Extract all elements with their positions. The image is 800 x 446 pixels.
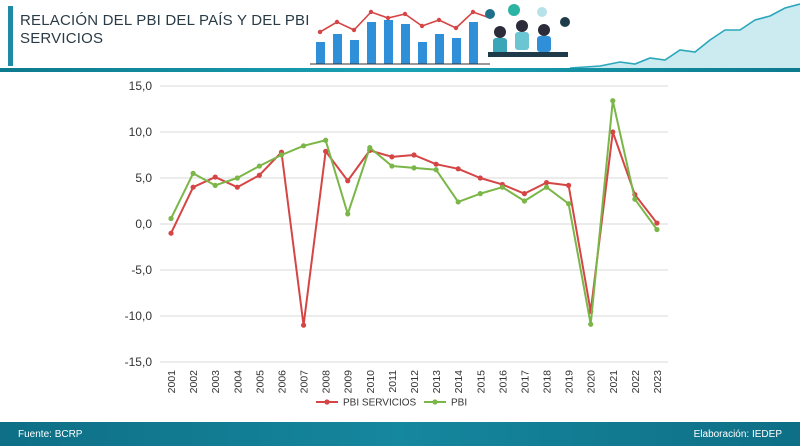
x-tick-label: 2009 <box>343 370 355 394</box>
series-line-0 <box>170 131 658 327</box>
y-tick-label: -5,0 <box>131 263 152 277</box>
data-point <box>455 166 461 172</box>
data-point <box>168 215 174 222</box>
data-point <box>323 148 329 154</box>
footer-credit: Elaboración: IEDEP <box>693 429 782 440</box>
data-point <box>234 184 240 190</box>
x-tick-label: 2011 <box>387 370 399 393</box>
y-tick-label: 10,0 <box>129 125 153 139</box>
data-point <box>323 137 329 143</box>
data-point <box>477 191 483 197</box>
data-point <box>278 152 285 158</box>
x-tick-label: 2023 <box>652 370 664 394</box>
data-point <box>543 184 550 190</box>
data-point <box>543 180 550 186</box>
data-point <box>455 199 461 205</box>
data-point <box>411 165 417 171</box>
data-point <box>521 198 528 204</box>
chart-axes: 15,0 10,0 5,0 0,0 -5,0 -10,0 -15,0 2001 2002 2003… <box>125 79 664 393</box>
header-people-illustration <box>485 4 570 57</box>
data-point <box>190 184 196 190</box>
x-tick-label: 2012 <box>409 370 421 394</box>
x-tick-label: 2018 <box>542 370 554 394</box>
data-point <box>610 98 616 104</box>
x-tick-label: 2008 <box>321 370 333 394</box>
y-tick-label: 5,0 <box>135 171 152 185</box>
data-point <box>389 154 395 160</box>
data-point <box>212 182 218 188</box>
x-tick-label: 2004 <box>232 370 244 394</box>
data-point <box>300 143 307 149</box>
header-illustration <box>310 3 800 70</box>
chart-legend: PBI SERVICIOS PBI <box>316 398 467 409</box>
x-tick-label: 2007 <box>299 370 311 394</box>
data-point <box>654 220 660 226</box>
header: RELACIÓN DEL PBI DEL PAÍS Y DEL PBI SERV… <box>0 0 800 72</box>
data-point <box>632 196 638 202</box>
data-point <box>411 152 417 158</box>
x-tick-label: 2003 <box>210 370 222 394</box>
page-title: RELACIÓN DEL PBI DEL PAÍS Y DEL PBI SERV… <box>20 12 310 47</box>
y-tick-label: -15,0 <box>125 355 153 369</box>
series-line-1 <box>170 99 658 326</box>
x-tick-label: 2016 <box>497 370 509 394</box>
header-growth-area <box>569 3 800 70</box>
x-tick-label: 2017 <box>519 370 531 394</box>
data-point <box>212 174 218 180</box>
x-tick-label: 2013 <box>431 370 443 394</box>
chart-series <box>168 98 660 328</box>
header-rule <box>0 68 800 72</box>
data-point <box>300 322 307 328</box>
data-point <box>610 129 616 135</box>
legend-label: PBI SERVICIOS <box>343 398 417 409</box>
data-point <box>654 226 660 233</box>
data-point <box>234 175 240 181</box>
line-chart: 15,0 10,0 5,0 0,0 -5,0 -10,0 -15,0 2001 2002 2003… <box>125 79 668 409</box>
x-tick-label: 2015 <box>475 370 487 394</box>
y-tick-label: -10,0 <box>125 309 153 323</box>
data-point <box>256 163 262 169</box>
x-tick-label: 2005 <box>254 370 266 394</box>
data-point <box>256 172 262 178</box>
data-point <box>345 211 351 217</box>
y-tick-label: 0,0 <box>135 217 152 231</box>
x-tick-label: 2002 <box>188 370 200 394</box>
data-point <box>190 170 196 176</box>
y-tick-label: 15,0 <box>129 79 153 93</box>
data-point <box>433 167 439 173</box>
data-point <box>433 161 439 167</box>
x-tick-label: 2021 <box>608 370 620 394</box>
x-tick-label: 2006 <box>276 370 288 394</box>
x-tick-label: 2019 <box>564 370 576 394</box>
legend-swatch-marker <box>324 399 330 405</box>
x-tick-label: 2020 <box>586 370 598 394</box>
data-point <box>345 178 351 184</box>
data-point <box>499 184 505 190</box>
x-tick-label: 2001 <box>166 370 178 394</box>
data-point <box>477 175 483 181</box>
data-point <box>566 182 572 188</box>
x-tick-label: 2010 <box>365 370 377 394</box>
data-point <box>168 230 174 236</box>
x-tick-label: 2022 <box>630 370 642 394</box>
legend-swatch-marker <box>432 399 438 405</box>
footer-bar: Fuente: BCRP Elaboración: IEDEP <box>0 422 800 446</box>
data-point <box>588 321 594 327</box>
footer-source: Fuente: BCRP <box>18 429 83 440</box>
header-mini-bar-chart <box>310 9 491 65</box>
data-point <box>566 201 572 207</box>
data-point <box>521 191 528 197</box>
legend-label: PBI <box>451 398 467 409</box>
x-tick-label: 2014 <box>453 370 465 394</box>
data-point <box>389 163 395 169</box>
header-accent-bar <box>8 6 13 66</box>
data-point <box>367 145 373 151</box>
